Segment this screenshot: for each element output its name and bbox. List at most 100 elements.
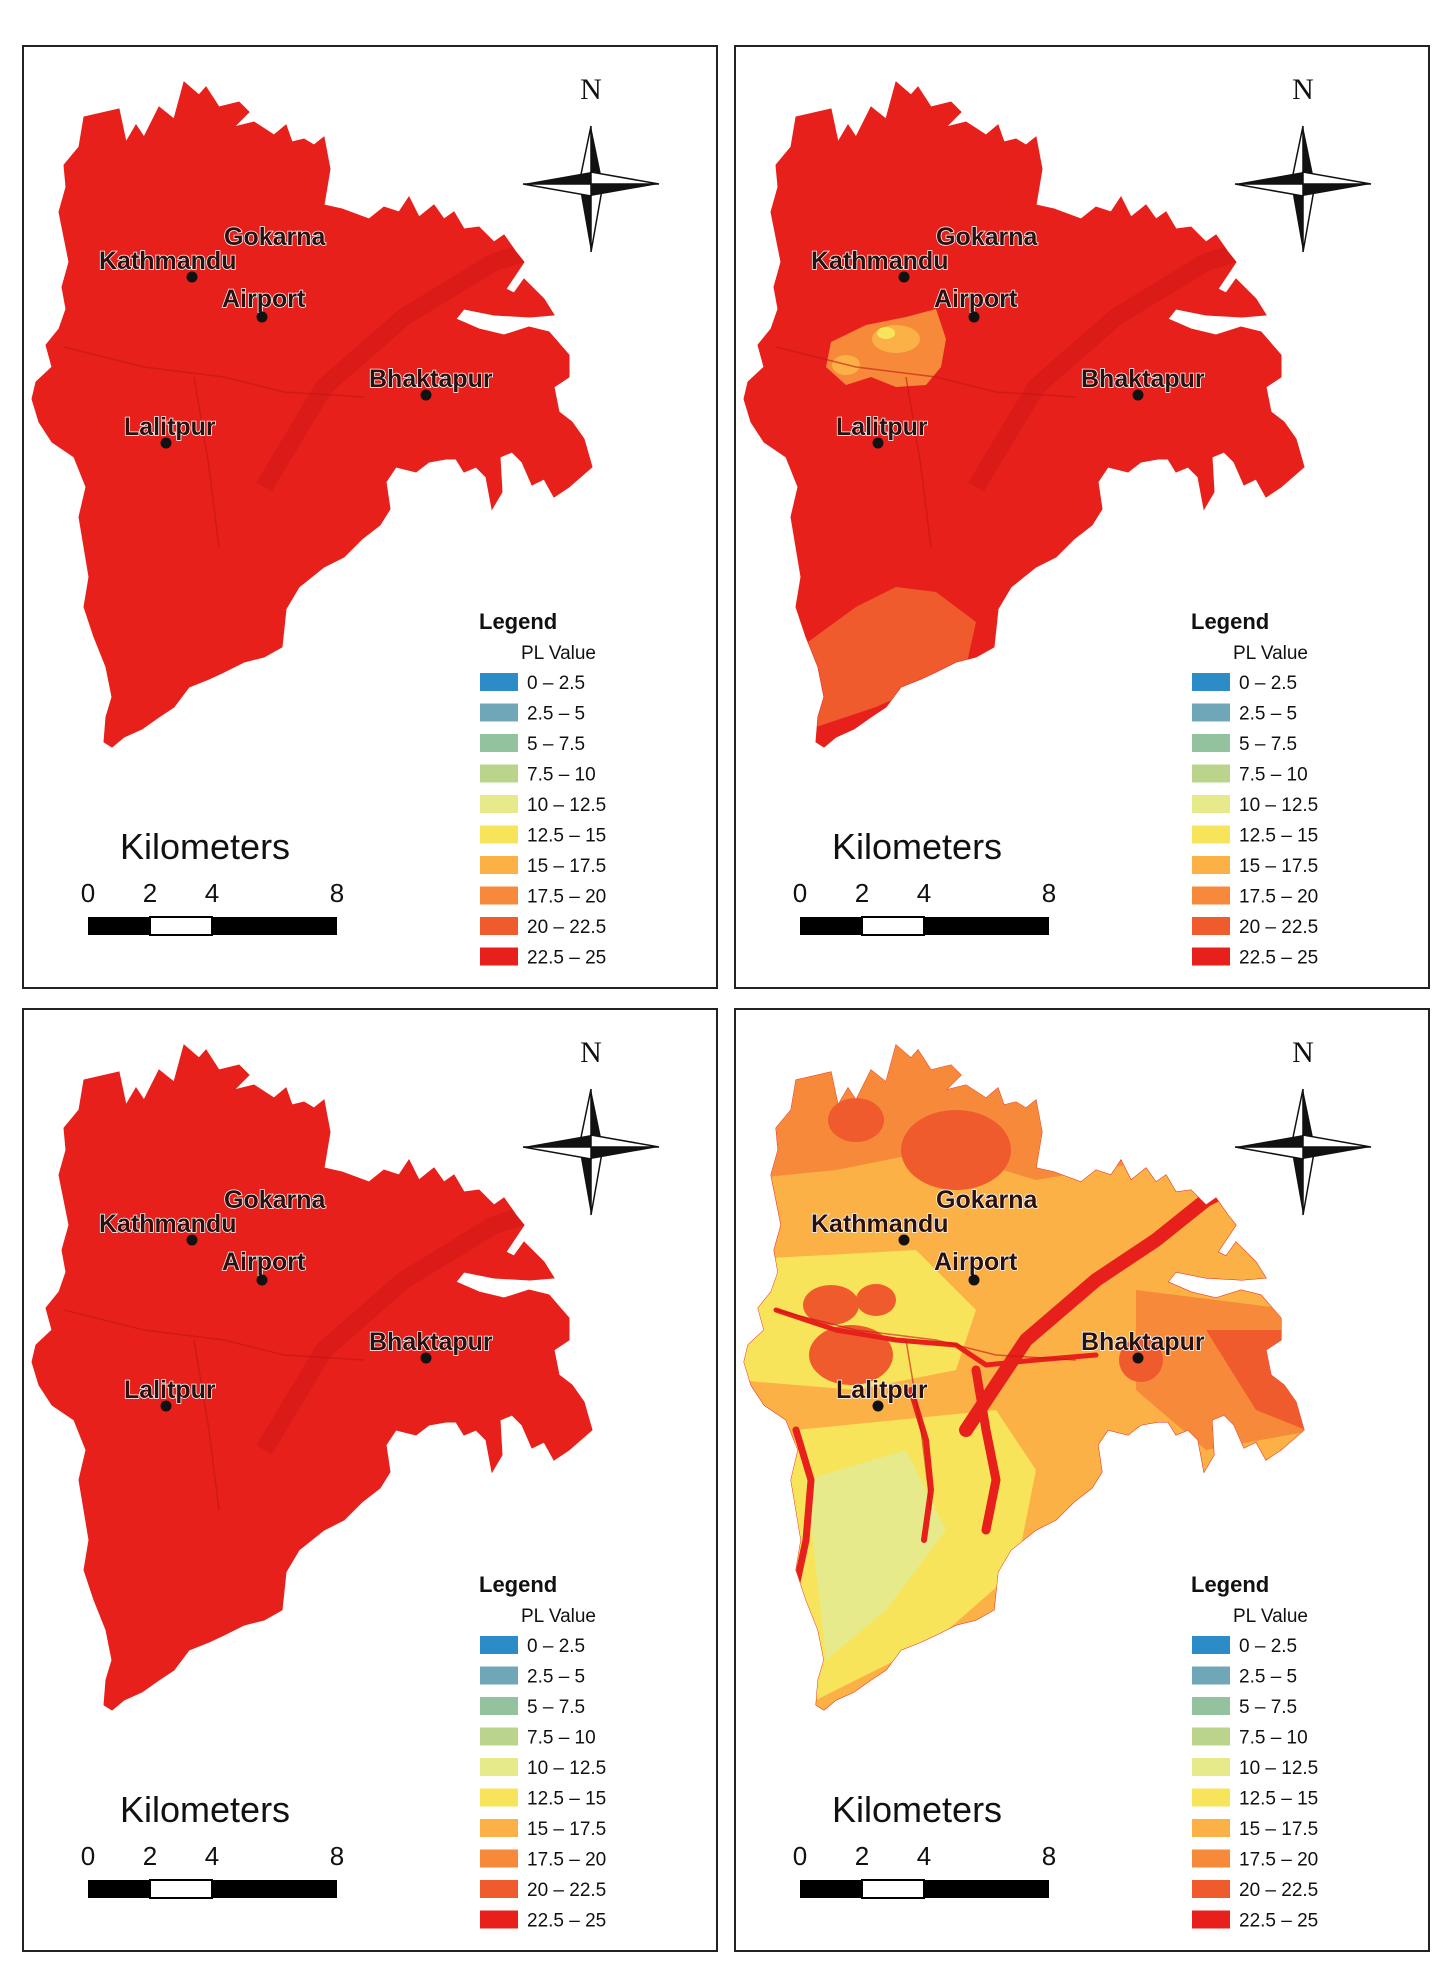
city-label-lalitpur: Lalitpur — [124, 1376, 216, 1404]
north-arrow: N — [1234, 73, 1372, 253]
city-label-kathmandu: Kathmandu — [811, 1210, 949, 1238]
legend-swatch — [480, 886, 518, 905]
legend-swatch — [480, 1636, 518, 1654]
legend-item-label: 10 – 12.5 — [527, 795, 606, 816]
city-label-kathmandu: Kathmandu — [811, 247, 949, 275]
legend-swatch — [480, 673, 518, 691]
legend-item-label: 17.5 – 20 — [1239, 1850, 1318, 1871]
legend-swatch — [480, 947, 518, 966]
legend-item-label: 15 – 17.5 — [1239, 1819, 1318, 1840]
scale-segment — [924, 917, 1049, 935]
city-dot-lalitpur — [160, 1400, 172, 1412]
legend-item-label: 7.5 – 10 — [527, 1728, 596, 1749]
north-label: N — [580, 73, 602, 106]
scale-segment — [88, 917, 150, 935]
legend-swatch — [1192, 673, 1230, 691]
legend-item-label: 7.5 – 10 — [527, 765, 596, 786]
city-label-lalitpur: Lalitpur — [124, 413, 216, 441]
legend-item-label: 22.5 – 25 — [527, 1911, 606, 1932]
city-dot-kathmandu — [898, 1234, 910, 1246]
legend-item-label: 12.5 – 15 — [527, 1789, 606, 1810]
legend: Legend PL Value 0 – 2.5 2.5 – 5 5 – 7.5 7.5 –… — [1191, 1572, 1318, 1932]
legend-item-label: 2.5 – 5 — [1239, 1667, 1297, 1688]
legend-item-label: 0 – 2.5 — [527, 1636, 585, 1657]
legend-swatch — [1192, 703, 1230, 722]
scale-segment — [149, 916, 213, 936]
city-dot-kathmandu — [898, 271, 910, 283]
north-arrow-compass-icon — [522, 1088, 660, 1216]
scale-tick-label: 0 — [793, 878, 807, 908]
legend-title: Legend — [1191, 1572, 1269, 1597]
legend-item-label: 10 – 12.5 — [1239, 1758, 1318, 1779]
city-label-bhaktapur: Bhaktapur — [1081, 365, 1205, 393]
north-arrow-compass-icon — [1234, 1088, 1372, 1216]
legend-item-label: 0 – 2.5 — [1239, 1636, 1297, 1657]
city-dot-airport — [256, 311, 268, 323]
legend-swatch — [1192, 795, 1230, 813]
city-label-gokarna: Gokarna — [224, 1186, 327, 1214]
scale-tick-label: 2 — [143, 878, 157, 908]
city-dot-airport — [968, 311, 980, 323]
legend-item-label: 5 – 7.5 — [527, 734, 585, 755]
city-dot-bhaktapur — [420, 389, 432, 401]
city-dot-kathmandu — [186, 271, 198, 283]
scale-segment — [800, 1880, 862, 1898]
scale-title: Kilometers — [120, 1789, 290, 1830]
legend-swatch — [480, 1819, 518, 1837]
scale-tick-label: 8 — [330, 1841, 344, 1871]
north-arrow: N — [1234, 1036, 1372, 1216]
legend-swatch — [1192, 1849, 1230, 1868]
north-arrow-compass-icon — [522, 125, 660, 253]
legend-swatch — [480, 1910, 518, 1929]
legend-swatch — [1192, 1636, 1230, 1654]
scale-tick-label: 0 — [793, 1841, 807, 1871]
legend-swatch — [480, 1727, 518, 1746]
scale-title: Kilometers — [120, 826, 290, 867]
city-label-gokarna: Gokarna — [224, 223, 327, 251]
map-panel-top-left: Kathmandu Gokarna Airport Bhaktapur Lalitpur… — [22, 45, 718, 989]
scale-bar: Kilometers 0 2 4 8 — [793, 826, 1056, 936]
city-label-lalitpur: Lalitpur — [836, 1376, 928, 1404]
north-label: N — [580, 1036, 602, 1069]
legend-title: Legend — [479, 1572, 557, 1597]
scale-title: Kilometers — [832, 1789, 1002, 1830]
legend-swatch — [1192, 825, 1230, 844]
legend-swatch — [1192, 1788, 1230, 1807]
north-arrow: N — [522, 73, 660, 253]
legend-item-label: 17.5 – 20 — [527, 1850, 606, 1871]
legend-subtitle: PL Value — [521, 643, 596, 664]
north-label: N — [1292, 73, 1314, 106]
legend-item-label: 22.5 – 25 — [1239, 1911, 1318, 1932]
legend-swatch — [480, 764, 518, 783]
city-dot-airport — [968, 1274, 980, 1286]
legend-swatch — [1192, 947, 1230, 966]
scale-bar: Kilometers 0 2 4 8 — [81, 1789, 344, 1899]
legend-item-label: 12.5 – 15 — [1239, 826, 1318, 847]
valley-map — [31, 81, 593, 748]
legend-swatch — [480, 1666, 518, 1685]
legend: Legend PL Value 0 – 2.5 2.5 – 5 5 – 7.5 7.5 –… — [1191, 609, 1318, 969]
city-label-airport: Airport — [222, 1248, 306, 1276]
scale-tick-label: 2 — [855, 1841, 869, 1871]
legend-swatch — [480, 917, 518, 935]
city-dot-lalitpur — [872, 437, 884, 449]
legend-swatch — [480, 703, 518, 722]
scale-segment — [212, 1880, 337, 1898]
north-arrow-compass-icon — [1234, 125, 1372, 253]
city-dot-bhaktapur — [420, 1352, 432, 1364]
north-label: N — [1292, 1036, 1314, 1069]
scale-segment — [149, 1879, 213, 1899]
legend-item-label: 2.5 – 5 — [527, 704, 585, 725]
legend-subtitle: PL Value — [521, 1606, 596, 1627]
north-arrow: N — [522, 1036, 660, 1216]
scale-tick-label: 4 — [205, 878, 219, 908]
scale-tick-label: 8 — [330, 878, 344, 908]
scale-tick-label: 0 — [81, 878, 95, 908]
map-panel-top-right: Kathmandu Gokarna Airport Bhaktapur Lalitpur… — [734, 45, 1430, 989]
city-label-kathmandu: Kathmandu — [99, 247, 237, 275]
city-label-airport: Airport — [222, 285, 306, 313]
